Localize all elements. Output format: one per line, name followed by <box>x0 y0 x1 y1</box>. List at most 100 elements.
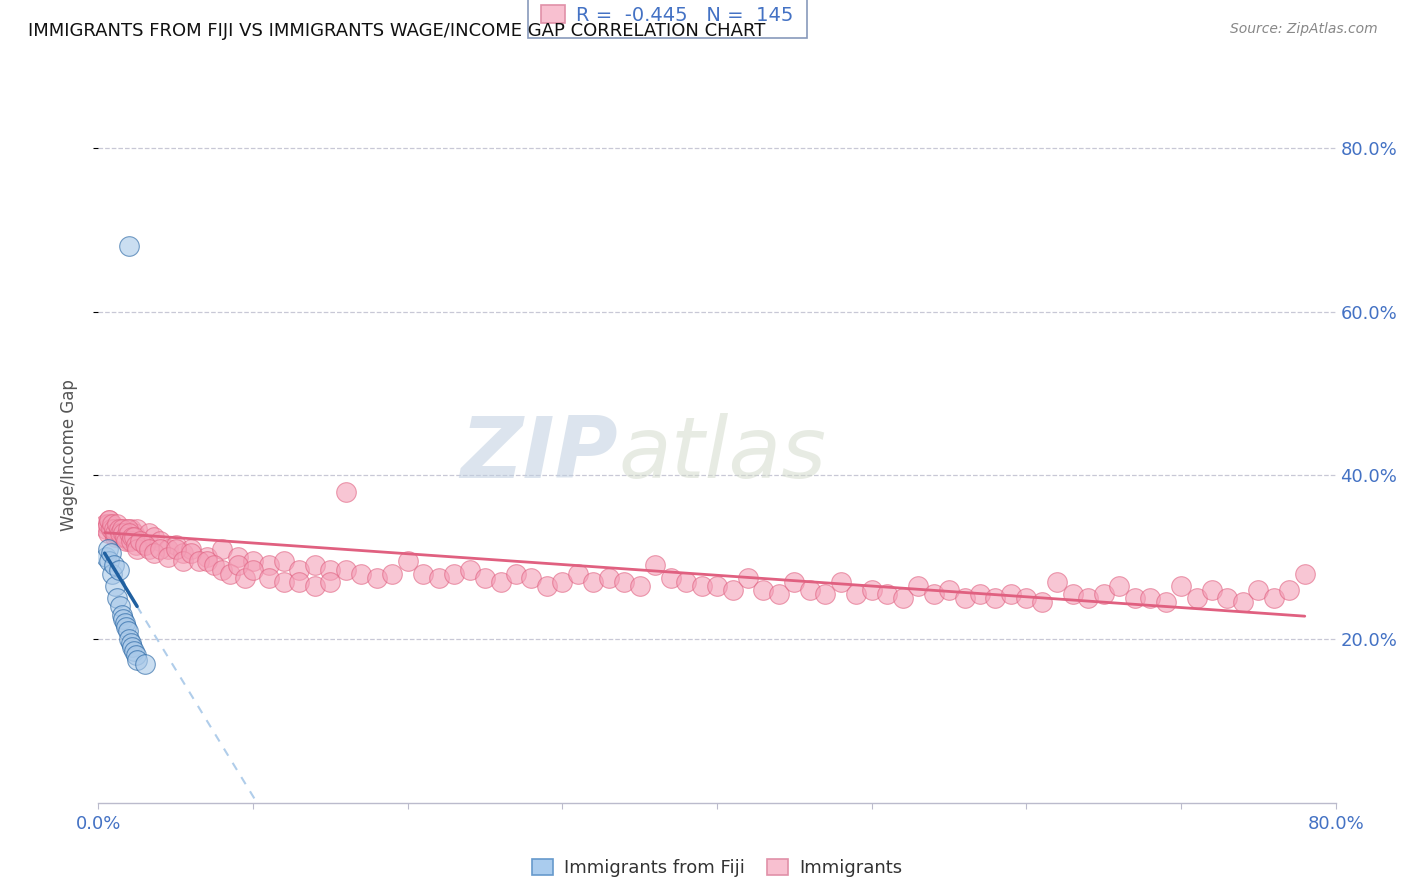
Point <box>98 513 121 527</box>
Point <box>489 574 512 589</box>
Point <box>127 652 149 666</box>
Point <box>257 558 280 573</box>
Point <box>138 542 160 557</box>
Point <box>335 562 357 576</box>
Point <box>242 562 264 576</box>
Point <box>474 571 496 585</box>
Point <box>953 591 976 606</box>
Point <box>366 571 388 585</box>
Point <box>752 582 775 597</box>
Point <box>273 574 295 589</box>
Point <box>115 522 138 536</box>
Point <box>100 522 122 536</box>
Point <box>134 538 156 552</box>
Point <box>891 591 914 606</box>
Point <box>1123 591 1146 606</box>
Point <box>114 615 136 630</box>
Point <box>226 558 249 573</box>
Point <box>127 522 149 536</box>
Point <box>613 574 636 589</box>
Point <box>628 579 651 593</box>
Point <box>101 517 124 532</box>
Point <box>922 587 945 601</box>
Point <box>134 538 156 552</box>
Point <box>598 571 620 585</box>
Point <box>1015 591 1038 606</box>
Point <box>100 546 122 560</box>
Point <box>1201 582 1223 597</box>
Point <box>93 517 115 532</box>
Point <box>118 533 141 548</box>
Point <box>1232 595 1254 609</box>
Point <box>103 558 125 573</box>
Point <box>118 632 141 646</box>
Point <box>180 542 202 557</box>
Point <box>122 525 145 540</box>
Point <box>520 571 543 585</box>
Point <box>907 579 929 593</box>
Point <box>1170 579 1192 593</box>
Point <box>124 530 146 544</box>
Point <box>112 612 135 626</box>
Point <box>412 566 434 581</box>
Point <box>173 554 195 568</box>
Point <box>226 550 249 565</box>
Point <box>273 554 295 568</box>
Point <box>129 533 152 548</box>
Point <box>288 562 311 576</box>
Point <box>157 550 180 565</box>
Point <box>118 239 141 253</box>
Point <box>984 591 1007 606</box>
Text: IMMIGRANTS FROM FIJI VS IMMIGRANTS WAGE/INCOME GAP CORRELATION CHART: IMMIGRANTS FROM FIJI VS IMMIGRANTS WAGE/… <box>28 22 765 40</box>
Point <box>659 571 682 585</box>
Point <box>1294 566 1316 581</box>
Point <box>350 566 373 581</box>
Point <box>115 533 138 548</box>
Point <box>319 562 342 576</box>
Point <box>121 530 143 544</box>
Point <box>108 530 131 544</box>
Point <box>173 546 195 560</box>
Point <box>138 525 160 540</box>
Point <box>121 640 143 655</box>
Y-axis label: Wage/Income Gap: Wage/Income Gap <box>59 379 77 531</box>
Legend: Immigrants from Fiji, Immigrants: Immigrants from Fiji, Immigrants <box>524 852 910 884</box>
Point <box>180 546 202 560</box>
Point <box>143 546 166 560</box>
Point <box>737 571 759 585</box>
Point <box>1185 591 1208 606</box>
Point <box>721 582 744 597</box>
Point <box>1139 591 1161 606</box>
Point <box>97 525 120 540</box>
Point <box>304 558 326 573</box>
Point <box>122 530 145 544</box>
Point <box>969 587 991 601</box>
Point <box>845 587 868 601</box>
Point <box>319 574 342 589</box>
Point <box>644 558 666 573</box>
Point <box>505 566 527 581</box>
Point <box>129 533 152 548</box>
Point <box>675 574 697 589</box>
Point <box>97 542 120 557</box>
Point <box>458 562 481 576</box>
Point <box>1077 591 1099 606</box>
Point <box>149 542 172 557</box>
Point <box>134 657 156 671</box>
Point <box>117 525 139 540</box>
Point <box>551 574 574 589</box>
Point <box>582 574 605 589</box>
Point <box>117 522 139 536</box>
Point <box>97 517 120 532</box>
Point <box>335 484 357 499</box>
Point <box>143 530 166 544</box>
Point <box>257 571 280 585</box>
Point <box>768 587 790 601</box>
Point <box>117 624 139 638</box>
Point <box>112 525 135 540</box>
Point <box>195 550 218 565</box>
Point <box>115 620 138 634</box>
Point <box>149 533 172 548</box>
Point <box>107 562 129 576</box>
Point <box>120 522 142 536</box>
